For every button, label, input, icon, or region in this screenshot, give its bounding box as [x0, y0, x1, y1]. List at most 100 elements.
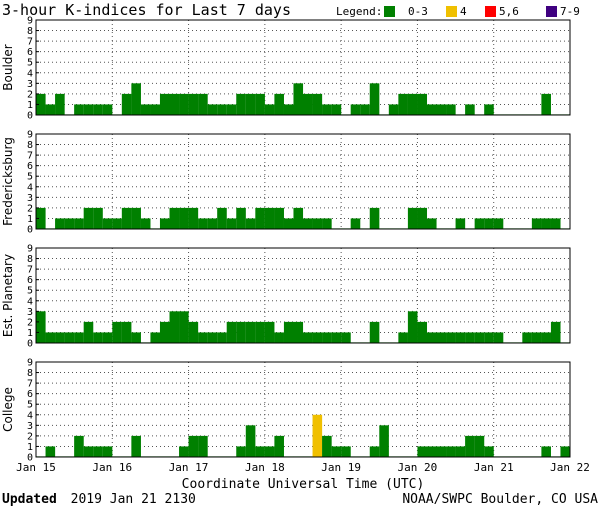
legend-swatch-4: [446, 6, 457, 17]
k-index-bar: [484, 104, 494, 115]
y-tick-label: 2: [27, 89, 33, 100]
k-index-bar: [226, 104, 237, 115]
k-index-bar: [493, 332, 504, 343]
k-index-bar: [550, 218, 561, 229]
k-index-bar: [255, 93, 265, 115]
y-tick-label: 1: [27, 214, 33, 225]
y-tick-label: 6: [27, 389, 33, 400]
y-tick-label: 7: [27, 37, 33, 48]
k-index-bar: [398, 332, 408, 343]
y-tick-label: 0: [27, 225, 33, 236]
y-tick-label: 6: [27, 161, 33, 172]
k-index-bar: [322, 332, 332, 343]
k-index-bar: [236, 321, 246, 343]
k-index-bar: [74, 218, 84, 229]
k-index-bar: [121, 207, 132, 229]
k-index-bar: [245, 321, 256, 343]
k-index-bar: [465, 435, 475, 457]
k-index-bar: [407, 207, 418, 229]
k-index-bar: [74, 332, 84, 343]
k-index-bar: [322, 218, 332, 229]
k-index-bar: [179, 207, 189, 229]
k-index-bar: [436, 446, 447, 457]
k-index-bar: [83, 321, 94, 343]
k-index-bar: [541, 218, 551, 229]
k-index-bar: [226, 321, 237, 343]
panels: 0123456789Boulder0123456789Fredericksbur…: [1, 16, 571, 464]
k-index-bar: [274, 435, 284, 457]
panel-frame: [35, 19, 571, 116]
k-index-bar: [550, 321, 561, 343]
y-tick-label: 0: [27, 453, 33, 464]
k-index-bar: [369, 207, 380, 229]
k-index-bar: [264, 104, 275, 115]
k-index-bar: [236, 446, 246, 457]
k-index-bar: [350, 104, 361, 115]
k-index-bar: [102, 104, 113, 115]
k-index-bar: [217, 104, 227, 115]
panel-label-college: College: [1, 387, 15, 432]
k-index-bar: [293, 83, 304, 115]
k-index-bar: [159, 93, 170, 115]
k-index-bar: [446, 332, 456, 343]
legend-swatch-5-6: [485, 6, 496, 17]
k-index-bar: [322, 104, 332, 115]
panel-label-est-planetary: Est. Planetary: [1, 254, 15, 337]
y-tick-label: 8: [27, 368, 33, 379]
k-index-bar: [293, 321, 304, 343]
k-index-bar: [341, 332, 351, 343]
k-index-bar: [74, 435, 84, 457]
k-index-bar: [36, 93, 46, 115]
k-index-bar: [417, 321, 428, 343]
k-index-bar: [560, 446, 571, 457]
k-index-bar: [131, 435, 141, 457]
y-tick-label: 8: [27, 254, 33, 265]
k-index-bar: [379, 425, 389, 457]
k-index-bar: [45, 104, 56, 115]
k-index-bar: [36, 207, 46, 229]
k-index-bar: [465, 332, 475, 343]
y-tick-label: 3: [27, 421, 33, 432]
panel-label-fredericksburg: Fredericksburg: [1, 137, 15, 226]
k-index-bar: [283, 218, 294, 229]
k-index-bar: [274, 207, 284, 229]
y-tick-label: 2: [27, 431, 33, 442]
k-index-bar: [245, 218, 256, 229]
k-index-bar: [179, 446, 189, 457]
y-tick-label: 0: [27, 339, 33, 350]
y-tick-label: 7: [27, 379, 33, 390]
k-index-bar: [312, 93, 323, 115]
k-index-bar: [274, 332, 284, 343]
k-index-bar: [312, 414, 323, 457]
x-tick-label: Jan 21: [474, 461, 514, 474]
y-tick-label: 2: [27, 317, 33, 328]
k-index-bar: [484, 446, 494, 457]
k-index-bar: [121, 93, 132, 115]
k-index-bar: [93, 332, 103, 343]
y-tick-label: 8: [27, 140, 33, 151]
panel-label-boulder: Boulder: [1, 44, 15, 91]
x-tick-label: Jan 17: [169, 461, 209, 474]
k-index-bar: [83, 207, 94, 229]
k-index-bar: [455, 332, 466, 343]
k-index-bar: [55, 332, 65, 343]
k-index-bar: [274, 93, 284, 115]
k-index-bar: [179, 93, 189, 115]
k-index-bar: [150, 332, 161, 343]
k-index-bar: [131, 332, 141, 343]
k-index-bar: [83, 446, 94, 457]
k-index-bar: [417, 207, 428, 229]
k-index-bar: [245, 93, 256, 115]
chart-title: 3-hour K-indices for Last 7 days: [2, 1, 291, 19]
k-index-bar: [150, 104, 161, 115]
panel-frame: [35, 133, 571, 230]
legend-swatch-7-9: [546, 6, 557, 17]
k-index-bar: [322, 435, 332, 457]
k-index-bar: [112, 218, 122, 229]
k-index-bar: [188, 207, 199, 229]
k-index-bar: [245, 425, 256, 457]
